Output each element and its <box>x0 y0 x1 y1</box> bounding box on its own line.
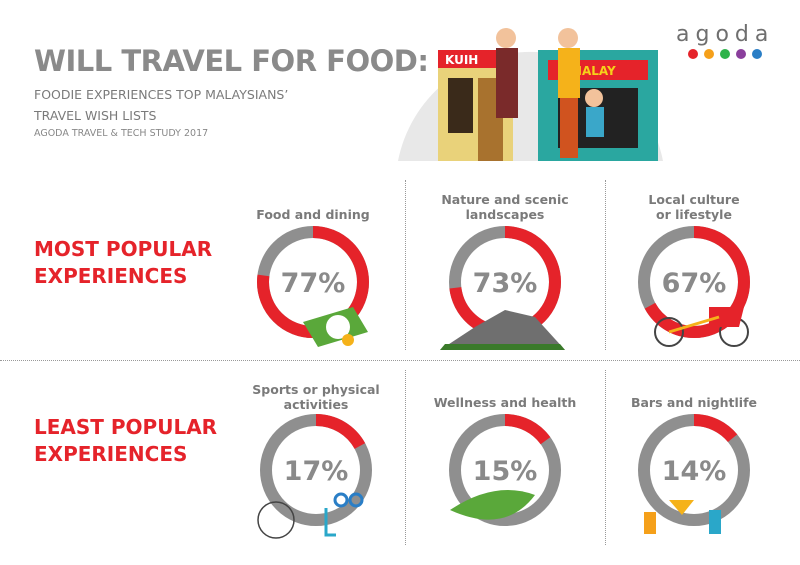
donut-value: 67% <box>662 268 727 299</box>
donut-label: Local culture or lifestyle <box>604 192 784 222</box>
donut-value-arc <box>260 414 372 526</box>
leaf-icon <box>450 490 535 520</box>
cocktails-icon <box>644 500 721 534</box>
family-shop-illustration: KUIH MALAY <box>398 28 663 161</box>
divider <box>405 370 406 545</box>
donut-value-arc <box>638 414 750 526</box>
heading-line: EXPERIENCES <box>34 442 188 466</box>
logo-dot <box>720 49 731 59</box>
donut-chart: 67% <box>638 226 750 347</box>
donut-value-arc <box>449 414 561 526</box>
agoda-logo: agoda <box>676 22 774 59</box>
donut-value-arc <box>638 226 750 338</box>
donut-label: Sports or physical activities <box>226 382 406 412</box>
divider <box>605 370 606 545</box>
sign-kuih: KUIH <box>445 53 478 67</box>
label-line: activities <box>283 397 349 412</box>
logo-dots <box>676 49 774 59</box>
divider <box>0 360 800 361</box>
donut-value: 77% <box>281 268 346 299</box>
label-line: Food and dining <box>256 207 370 222</box>
donut-label: Wellness and health <box>415 395 595 410</box>
subtitle-line: FOODIE EXPERIENCES TOP MALAYSIANS’ <box>34 87 289 102</box>
subtitle-line: TRAVEL WISH LISTS <box>34 108 157 123</box>
study-source: AGODA TRAVEL & TECH STUDY 2017 <box>34 128 209 139</box>
label-line: Bars and nightlife <box>630 395 758 410</box>
ferris-wheel-snorkel-icon <box>257 492 364 539</box>
donut-value: 15% <box>473 456 538 487</box>
logo-dot <box>736 49 747 59</box>
donut-value: 17% <box>284 456 349 487</box>
divider <box>605 180 606 350</box>
logo-dot <box>704 49 715 59</box>
least-popular-heading: LEAST POPULAR EXPERIENCES <box>34 414 217 468</box>
nasi-lemak-icon <box>303 307 368 347</box>
most-popular-heading: MOST POPULAR EXPERIENCES <box>34 236 212 290</box>
donut-chart: 14% <box>638 414 750 534</box>
logo-dot <box>752 49 763 59</box>
logo-wordmark: agoda <box>676 22 775 47</box>
label-line: Local culture <box>648 192 740 207</box>
label-line: landscapes <box>465 207 545 222</box>
donut-chart: 17% <box>257 414 372 539</box>
mountain-icon <box>440 310 565 350</box>
logo-dot <box>688 49 699 59</box>
label-line: Nature and scenic <box>441 192 569 207</box>
donut-chart: 73% <box>440 226 565 350</box>
heading-line: EXPERIENCES <box>34 264 188 288</box>
donut-label: Food and dining <box>223 207 403 222</box>
donut-value: 14% <box>662 456 727 487</box>
donut-chart: 15% <box>449 414 561 526</box>
label-line: Sports or physical <box>252 382 380 397</box>
heading-line: LEAST POPULAR <box>34 415 218 439</box>
label-line: Wellness and health <box>433 395 577 410</box>
donut-label: Bars and nightlife <box>604 395 784 410</box>
sign-malay: MALAY <box>570 64 616 78</box>
subtitle: FOODIE EXPERIENCES TOP MALAYSIANS’ TRAVE… <box>34 84 374 126</box>
donut-value: 73% <box>473 268 538 299</box>
donut-chart: 77% <box>257 226 369 347</box>
page-title: WILL TRAVEL FOR FOOD: <box>34 44 429 78</box>
donut-label: Nature and scenic landscapes <box>415 192 595 222</box>
label-line: or lifestyle <box>656 207 732 222</box>
divider <box>405 180 406 350</box>
heading-line: MOST POPULAR <box>34 237 213 261</box>
trishaw-icon <box>654 307 749 347</box>
